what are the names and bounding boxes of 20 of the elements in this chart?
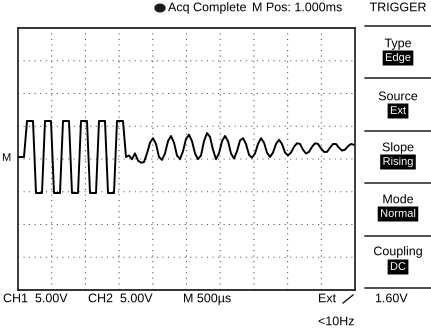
text: M xyxy=(2,153,10,161)
text: Ext xyxy=(390,106,406,114)
text: Normal xyxy=(381,208,416,217)
text: Slope xyxy=(382,142,414,154)
text: Source xyxy=(378,92,418,100)
text: DC xyxy=(390,262,406,270)
text: Edge xyxy=(386,52,410,64)
text: Type xyxy=(384,38,411,50)
text: 1.60V xyxy=(376,294,408,302)
text: TRIGGER xyxy=(370,2,426,12)
text: Acq Complete xyxy=(168,2,246,14)
text: M Pos: 1.000ms xyxy=(253,2,342,12)
text: CH1 5.00V xyxy=(4,294,68,302)
text: CH2 5.00V xyxy=(88,294,153,302)
text: Mode xyxy=(383,194,414,204)
text: Coupling xyxy=(374,246,422,258)
text: M 500µs xyxy=(184,294,231,305)
text: Ext xyxy=(319,294,336,302)
text: Rising xyxy=(383,156,413,168)
text: <10Hz xyxy=(318,316,354,326)
